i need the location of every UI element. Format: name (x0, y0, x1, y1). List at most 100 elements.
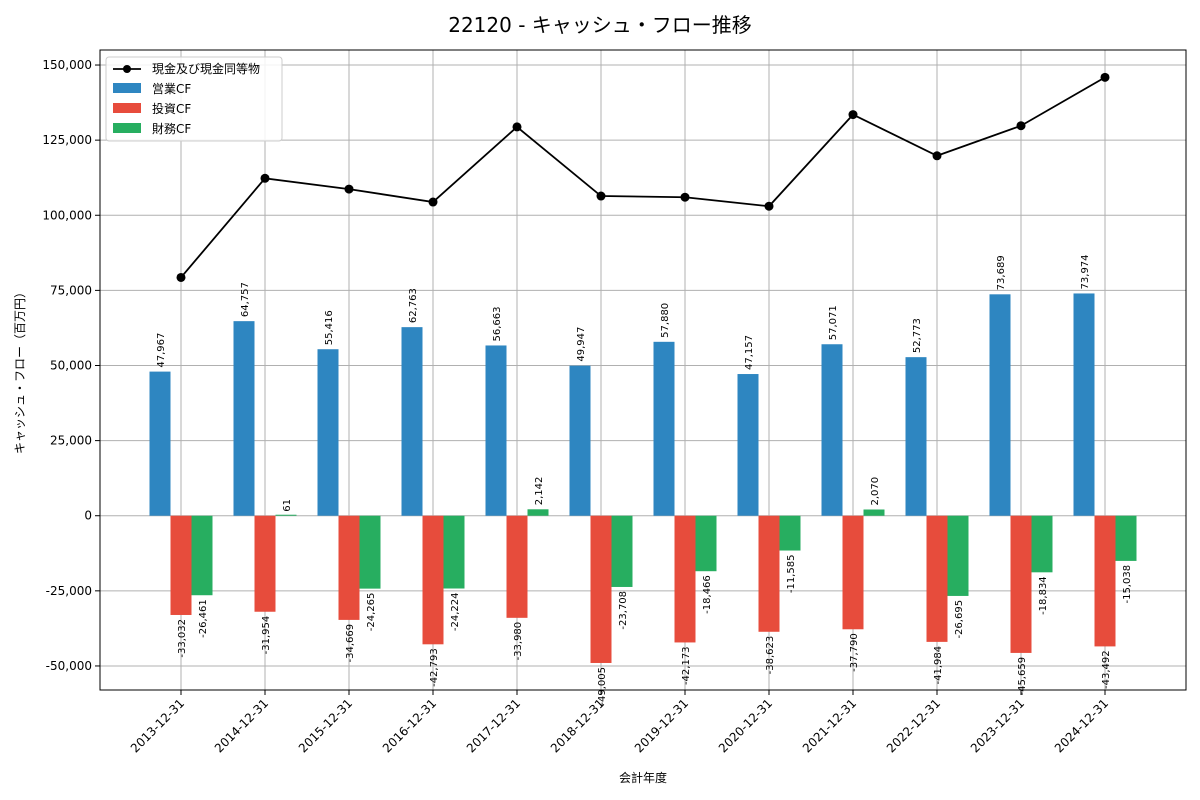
x-tick-label: 2014-12-31 (212, 696, 271, 755)
bar-financing-cf (947, 515, 969, 596)
y-tick-label: 75,000 (50, 283, 92, 297)
label-operating-cf: 62,763 (408, 288, 419, 323)
label-investing-cf: -42,173 (681, 646, 692, 685)
point-cash-equivalents (260, 173, 270, 183)
bar-financing-cf (359, 515, 381, 589)
label-operating-cf: 52,773 (912, 318, 923, 353)
point-cash-equivalents (428, 197, 438, 207)
legend-swatch-financing (113, 123, 141, 133)
legend-swatch-operating (113, 83, 141, 93)
label-financing-cf: -23,708 (618, 591, 629, 630)
label-investing-cf: -37,790 (849, 633, 860, 672)
bar-operating-cf (737, 374, 759, 516)
label-operating-cf: 73,974 (1080, 254, 1091, 289)
x-tick-label: 2023-12-31 (968, 696, 1027, 755)
point-cash-equivalents (176, 272, 186, 282)
point-cash-equivalents (1100, 72, 1110, 82)
label-investing-cf: -33,980 (513, 622, 524, 661)
point-cash-equivalents (512, 122, 522, 132)
legend: 現金及び現金同等物 営業CF 投資CF 財務CF (105, 56, 283, 142)
legend-label-financing: 財務CF (152, 121, 191, 136)
bar-operating-cf (653, 341, 675, 516)
bar-investing-cf (758, 515, 780, 632)
bar-investing-cf (422, 515, 444, 645)
point-cash-equivalents (1016, 121, 1026, 131)
x-tick-label: 2017-12-31 (464, 696, 523, 755)
point-cash-equivalents (680, 192, 690, 202)
point-cash-equivalents (596, 191, 606, 201)
label-operating-cf: 49,947 (576, 327, 587, 362)
label-financing-cf: -15,038 (1122, 565, 1133, 604)
data-labels: 47,967 64,757 55,416 62,763 56,663 49,947 57,8… (156, 254, 1133, 705)
bar-operating-cf (149, 371, 171, 516)
x-tick-label: 2024-12-31 (1052, 696, 1111, 755)
bar-financing-cf (863, 509, 885, 516)
label-financing-cf: -18,466 (702, 575, 713, 614)
label-investing-cf: -34,669 (345, 624, 356, 663)
label-investing-cf: -42,793 (429, 648, 440, 687)
line-layer (176, 72, 1110, 282)
chart-title: 22120 - キャッシュ・フロー推移 (448, 13, 752, 37)
legend-line-marker (123, 65, 131, 73)
label-financing-cf: 2,142 (534, 477, 545, 506)
label-operating-cf: 56,663 (492, 306, 503, 341)
y-tick-label: 125,000 (42, 133, 92, 147)
bar-investing-cf (1010, 515, 1032, 653)
bar-operating-cf (485, 345, 507, 516)
point-cash-equivalents (848, 110, 858, 120)
bar-operating-cf (905, 357, 927, 516)
legend-label-investing: 投資CF (152, 101, 191, 116)
bar-operating-cf (401, 327, 423, 516)
y-tick-label: 100,000 (42, 208, 92, 222)
legend-label-cash: 現金及び現金同等物 (152, 61, 260, 76)
label-financing-cf: -24,265 (366, 593, 377, 632)
label-operating-cf: 47,157 (744, 335, 755, 370)
x-tick-label: 2019-12-31 (632, 696, 691, 755)
x-tick-label: 2022-12-31 (884, 696, 943, 755)
label-operating-cf: 57,071 (828, 305, 839, 340)
label-financing-cf: -24,224 (450, 593, 461, 632)
point-cash-equivalents (932, 151, 942, 161)
bar-financing-cf (1031, 515, 1053, 573)
bar-investing-cf (338, 515, 360, 620)
label-financing-cf: 2,070 (870, 477, 881, 506)
y-tick-label: 150,000 (42, 58, 92, 72)
bar-financing-cf (695, 515, 717, 572)
x-tick-label: 2015-12-31 (296, 696, 355, 755)
label-operating-cf: 64,757 (240, 282, 251, 317)
bar-investing-cf (842, 515, 864, 630)
bar-financing-cf (527, 509, 549, 516)
y-tick-label: 0 (84, 509, 92, 523)
label-financing-cf: -26,461 (198, 599, 209, 638)
x-axis: 2013-12-31 2014-12-31 2015-12-31 2016-12-31… (128, 690, 1111, 755)
y-tick-label: 25,000 (50, 434, 92, 448)
label-financing-cf: 61 (282, 499, 293, 512)
bar-operating-cf (989, 294, 1011, 516)
label-investing-cf: -41,984 (933, 646, 944, 685)
label-financing-cf: -11,585 (786, 555, 797, 594)
bar-operating-cf (569, 365, 591, 516)
label-investing-cf: -33,032 (177, 619, 188, 658)
plot-frame (99, 49, 1187, 691)
x-tick-label: 2016-12-31 (380, 696, 439, 755)
bar-financing-cf (443, 515, 465, 589)
label-operating-cf: 47,967 (156, 333, 167, 368)
bar-financing-cf (779, 515, 801, 551)
label-operating-cf: 73,689 (996, 255, 1007, 290)
legend-box (105, 56, 283, 142)
label-investing-cf: -49,005 (597, 667, 608, 706)
label-investing-cf: -31,954 (261, 616, 272, 655)
label-financing-cf: -18,834 (1038, 576, 1049, 615)
y-axis-label: キャッシュ・フロー（百万円） (13, 286, 27, 454)
label-operating-cf: 55,416 (324, 310, 335, 345)
bar-investing-cf (926, 515, 948, 642)
label-operating-cf: 57,880 (660, 303, 671, 338)
y-axis: -50,000 -25,000 0 25,000 50,000 75,000 100,000… (42, 58, 100, 673)
point-cash-equivalents (344, 184, 354, 194)
bar-investing-cf (254, 515, 276, 612)
bar-investing-cf (506, 515, 528, 618)
bar-investing-cf (674, 515, 696, 643)
bar-investing-cf (170, 515, 192, 615)
y-tick-label: -25,000 (46, 584, 92, 598)
x-tick-label: 2021-12-31 (800, 696, 859, 755)
